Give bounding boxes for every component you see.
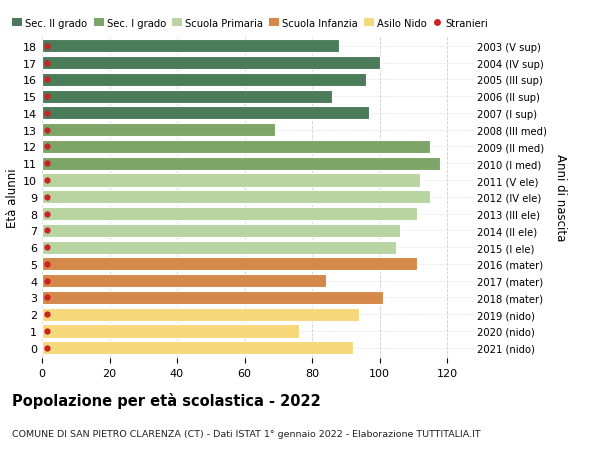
- Bar: [42, 140, 430, 154]
- Bar: [42, 207, 416, 221]
- Bar: [42, 258, 416, 271]
- Bar: [42, 341, 353, 354]
- Y-axis label: Età alunni: Età alunni: [6, 168, 19, 227]
- Bar: [42, 191, 430, 204]
- Bar: [42, 157, 440, 170]
- Bar: [42, 57, 380, 70]
- Bar: [42, 74, 366, 87]
- Text: Popolazione per età scolastica - 2022: Popolazione per età scolastica - 2022: [12, 392, 321, 409]
- Bar: [42, 174, 420, 187]
- Bar: [42, 291, 383, 304]
- Bar: [42, 308, 359, 321]
- Legend: Sec. II grado, Sec. I grado, Scuola Primaria, Scuola Infanzia, Asilo Nido, Stran: Sec. II grado, Sec. I grado, Scuola Prim…: [13, 18, 488, 28]
- Y-axis label: Anni di nascita: Anni di nascita: [554, 154, 568, 241]
- Bar: [42, 325, 299, 338]
- Bar: [42, 241, 397, 254]
- Bar: [42, 40, 339, 53]
- Bar: [42, 90, 332, 103]
- Bar: [42, 124, 275, 137]
- Bar: [42, 274, 326, 288]
- Bar: [42, 224, 400, 237]
- Text: COMUNE DI SAN PIETRO CLARENZA (CT) - Dati ISTAT 1° gennaio 2022 - Elaborazione T: COMUNE DI SAN PIETRO CLARENZA (CT) - Dat…: [12, 429, 481, 438]
- Bar: [42, 107, 370, 120]
